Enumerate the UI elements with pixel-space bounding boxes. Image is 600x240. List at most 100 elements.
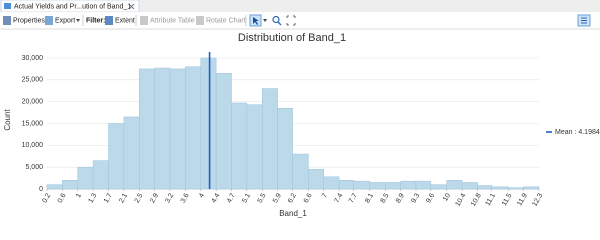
x-tick-label: 1.3: [88, 192, 99, 204]
x-tick-label: 11.1: [485, 192, 498, 207]
extent-button[interactable]: Extent: [115, 17, 135, 24]
x-tick-label: 11.5: [501, 192, 514, 207]
bar: [491, 186, 509, 190]
bar: [385, 182, 401, 190]
filter-label: Filter:: [86, 17, 105, 24]
x-tick-label: 0.6: [57, 192, 68, 204]
y-tick-label: 0: [39, 186, 43, 193]
x-tick-label: 0.2: [41, 192, 52, 204]
bar: [523, 186, 540, 190]
extent-icon: [105, 16, 113, 25]
bar: [338, 180, 354, 190]
y-tick-label: 30,000: [22, 55, 44, 62]
bar: [461, 182, 478, 190]
x-tick-label: 8.1: [364, 192, 375, 204]
x-tick-label: 6.6: [303, 192, 314, 204]
bar: [308, 169, 324, 190]
x-tick-label: 12.3: [531, 192, 544, 207]
attribute-table-icon: [140, 16, 148, 25]
bar: [369, 182, 386, 190]
tab-close[interactable]: [128, 3, 135, 10]
x-tick-label: 2.1: [118, 192, 129, 204]
x-tick-label: 4.4: [211, 192, 222, 204]
x-tick-label: 10: [442, 192, 452, 202]
rotate-chart-icon: [196, 16, 204, 25]
export-icon: [45, 16, 53, 25]
bar: [62, 180, 78, 190]
plot-area: 0 5,000 10,000 15,000 20,000 25,000 30,000 0.2 0…: [22, 52, 600, 208]
x-tick-label: 2.9: [149, 192, 160, 204]
x-tick-label: 5.5: [257, 192, 268, 204]
bar: [231, 102, 248, 190]
zoom-handle: [277, 21, 282, 26]
select-dropdown[interactable]: [263, 19, 267, 22]
app-window: Actual Yields and Pr...ution of Band_1 P…: [0, 0, 600, 218]
bar: [446, 180, 463, 190]
x-tick-label: 9.3: [410, 192, 421, 204]
bar: [200, 57, 217, 190]
bar: [92, 160, 109, 190]
bar: [508, 187, 524, 190]
tab-bar: [0, 0, 600, 12]
y-tick-label: 5,000: [25, 164, 43, 171]
y-tick-label: 25,000: [22, 77, 44, 84]
bar: [123, 116, 140, 190]
x-tick-label: 1: [75, 192, 83, 199]
y-tick-label: 10,000: [22, 142, 44, 149]
x-tick-label: 7.4: [334, 192, 345, 204]
y-tick-label: 15,000: [22, 120, 44, 127]
x-tick-label: 9.6: [425, 192, 436, 204]
select-cursor: [253, 17, 259, 25]
y-axis-label: Count: [3, 109, 12, 131]
x-tick-label: 8.5: [380, 192, 391, 204]
x-tick-label: 10.8: [470, 192, 483, 207]
bar: [323, 176, 340, 190]
x-axis-label: Band_1: [279, 209, 307, 218]
bar: [185, 66, 201, 190]
bar: [277, 107, 293, 190]
bar: [154, 67, 171, 190]
legend-label: Mean : 4.19846: [555, 129, 600, 136]
bar: [353, 180, 371, 190]
x-tick-label: 4: [198, 192, 206, 199]
x-tick-label: 1.7: [103, 192, 114, 204]
x-tick-label: 7.7: [348, 192, 359, 204]
x-tick-label: 11.9: [516, 192, 529, 207]
bar: [430, 184, 447, 190]
export-button[interactable]: Export: [55, 17, 75, 24]
x-tick-label: 8.9: [395, 192, 406, 204]
x-tick-label: 10.4: [455, 192, 468, 207]
x-tick-label: 6.2: [287, 192, 298, 204]
list-icon: [581, 17, 587, 24]
bar: [477, 185, 493, 190]
tab-icon: [4, 3, 11, 9]
tab-title: Actual Yields and Pr...ution of Band_1: [14, 3, 131, 10]
x-tick-label: 2.5: [134, 192, 145, 204]
bar: [262, 88, 278, 190]
bar: [169, 68, 186, 190]
chart-title: Distribution of Band_1: [238, 32, 346, 44]
bar: [108, 123, 125, 190]
toolbar: [0, 12, 600, 29]
bar: [46, 184, 63, 190]
bar: [77, 166, 94, 190]
properties-button[interactable]: Properties: [13, 17, 45, 24]
x-tick-label: 7: [321, 192, 329, 199]
bar: [246, 104, 263, 190]
rotate-chart-button[interactable]: Rotate Chart: [206, 17, 246, 24]
export-dropdown[interactable]: [76, 19, 80, 22]
full-extent-tool[interactable]: [286, 15, 296, 26]
x-tick-label: 5.9: [272, 192, 283, 204]
bar: [215, 73, 232, 190]
x-tick-label: 4.7: [226, 192, 237, 204]
properties-icon: [3, 16, 11, 25]
bar: [415, 180, 432, 190]
x-tick-label: 3.6: [180, 192, 191, 204]
bar: [139, 68, 156, 190]
attribute-table-button[interactable]: Attribute Table: [150, 17, 195, 24]
zoom-tool[interactable]: [272, 15, 280, 24]
y-tick-label: 20,000: [22, 99, 44, 106]
bar: [292, 153, 309, 190]
x-tick-label: 3.2: [164, 192, 175, 204]
x-tick-label: 5.1: [241, 192, 252, 204]
